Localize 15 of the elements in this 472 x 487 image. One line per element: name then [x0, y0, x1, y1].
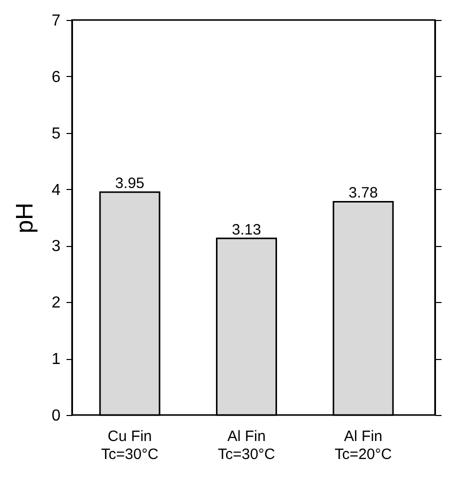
- y-tick-label: 4: [52, 182, 61, 199]
- data-label: 3.13: [232, 221, 262, 238]
- x-tick-label: Al Fin Tc=30°C: [218, 428, 276, 463]
- x-tick-label: Cu Fin Tc=30°C: [101, 428, 159, 463]
- y-tick-label: 1: [52, 351, 61, 368]
- y-tick-label: 7: [52, 12, 61, 30]
- y-tick-label: 3: [52, 238, 61, 256]
- y-tick-label: 0: [52, 408, 61, 424]
- y-axis-title: pH: [12, 202, 39, 234]
- data-label: 3.95: [115, 175, 144, 192]
- x-tick-label: Al Fin Tc=20°C: [334, 428, 392, 463]
- data-label: 3.78: [348, 184, 378, 202]
- y-tick-label: 2: [52, 294, 61, 312]
- y-tick-label: 6: [52, 68, 61, 86]
- y-tick-label: 5: [52, 125, 61, 142]
